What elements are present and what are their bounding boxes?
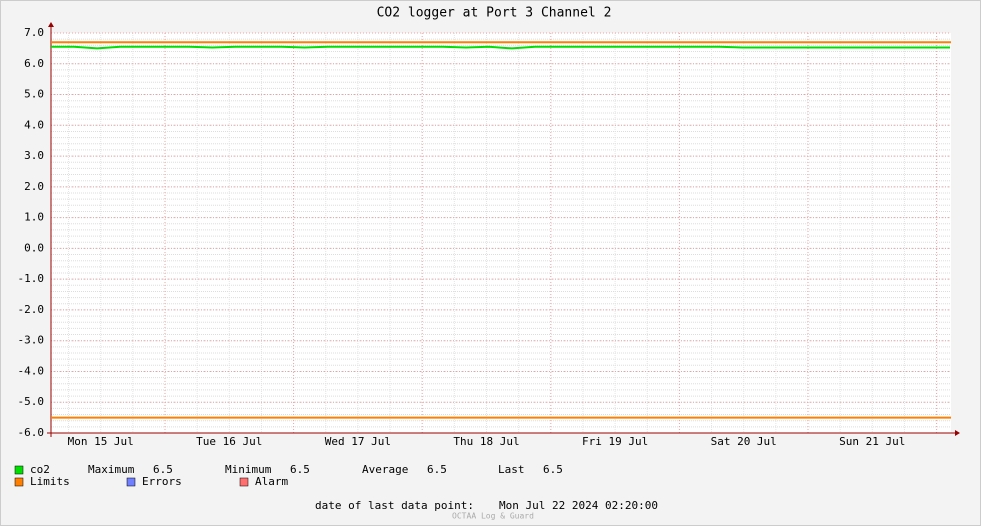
x-tick-label: Tue 16 Jul	[196, 435, 262, 448]
legend-label: Limits	[30, 475, 70, 488]
x-tick-label: Wed 17 Jul	[325, 435, 391, 448]
legend-label: Errors	[142, 475, 182, 488]
stat-label: Maximum	[88, 463, 135, 476]
stat-value: 6.5	[543, 463, 563, 476]
y-tick-label: -1.0	[18, 272, 45, 285]
footer-value: Mon Jul 22 2024 02:20:00	[499, 499, 658, 512]
x-tick-label: Thu 18 Jul	[453, 435, 519, 448]
data-line	[51, 45, 950, 50]
y-tick-label: 2.0	[24, 180, 44, 193]
y-tick-label: -5.0	[18, 395, 45, 408]
x-tick-label: Sat 20 Jul	[711, 435, 777, 448]
chart-title: CO2 logger at Port 3 Channel 2	[377, 6, 612, 21]
stat-value: 6.5	[427, 463, 447, 476]
y-tick-label: 7.0	[24, 26, 44, 39]
y-tick-label: 4.0	[24, 118, 44, 131]
stat-value: 6.5	[290, 463, 310, 476]
axis-arrow	[48, 22, 54, 27]
y-tick-label: 5.0	[24, 88, 44, 101]
y-tick-label: -4.0	[18, 364, 45, 377]
footer-label: date of last data point:	[315, 499, 474, 512]
y-tick-label: -6.0	[18, 426, 45, 439]
axis-arrow	[955, 430, 960, 436]
y-tick-label: -2.0	[18, 303, 45, 316]
x-tick-label: Mon 15 Jul	[68, 435, 134, 448]
legend-swatch	[14, 477, 24, 487]
y-tick-label: 6.0	[24, 57, 44, 70]
stat-label: Minimum	[225, 463, 272, 476]
legend-swatch	[14, 465, 24, 475]
plot-area	[51, 33, 951, 433]
stat-value: 6.5	[153, 463, 173, 476]
stat-label: Last	[498, 463, 525, 476]
x-tick-label: Sun 21 Jul	[839, 435, 905, 448]
y-tick-label: -3.0	[18, 334, 45, 347]
y-tick-label: 0.0	[24, 241, 44, 254]
legend-swatch	[126, 477, 136, 487]
legend-swatch	[239, 477, 249, 487]
stat-label: Average	[362, 463, 408, 476]
credit: OCTAA Log & Guard	[452, 512, 534, 521]
legend-label: co2	[30, 463, 50, 476]
legend-label: Alarm	[255, 475, 288, 488]
y-tick-label: 1.0	[24, 211, 44, 224]
y-tick-label: 3.0	[24, 149, 44, 162]
x-tick-label: Fri 19 Jul	[582, 435, 648, 448]
